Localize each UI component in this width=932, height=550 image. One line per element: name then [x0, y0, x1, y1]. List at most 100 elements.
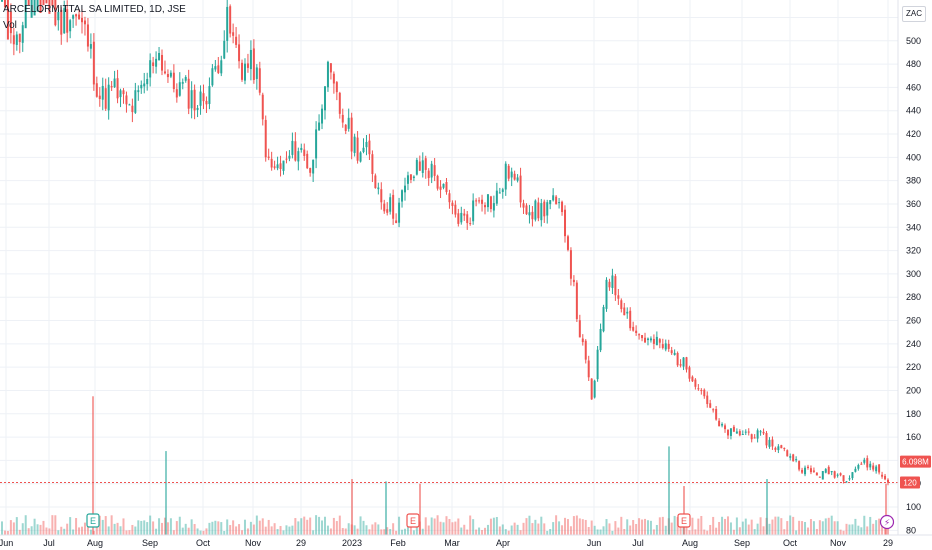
y-tick-label: 240: [906, 339, 921, 349]
x-tick-label: Jun: [0, 538, 13, 548]
volume-bar: [329, 528, 332, 535]
candle-body: [421, 160, 424, 173]
volume-bar: [694, 529, 697, 535]
candle-body: [78, 14, 81, 20]
candle-body: [193, 89, 196, 111]
volume-bar: [534, 519, 537, 535]
candle-body: [673, 352, 676, 355]
volume-bar: [433, 518, 436, 535]
volume-bar: [344, 528, 347, 535]
volume-bar: [75, 518, 78, 535]
volume-bar: [783, 529, 786, 535]
symbol-title[interactable]: ARCELORMITTAL SA LIMITED, 1D, JSE: [3, 4, 186, 15]
candle-body: [208, 86, 211, 104]
volume-bar: [12, 522, 15, 535]
volume-bar: [741, 521, 744, 535]
volume-bar: [842, 530, 845, 535]
candle-body: [564, 209, 567, 237]
candle-body: [175, 89, 178, 98]
volume-bar: [83, 522, 86, 535]
candle-body: [759, 431, 762, 433]
volume-bar: [306, 519, 309, 535]
volume-bar: [537, 523, 540, 535]
volume-bar: [875, 520, 878, 535]
candle-body: [134, 90, 137, 113]
candle-body: [836, 474, 839, 476]
volume-label[interactable]: Vol: [3, 20, 17, 31]
candle-body: [143, 83, 146, 87]
volume-bar: [326, 525, 329, 535]
event-markers: E E E ⚡: [86, 513, 895, 530]
candle-body: [729, 428, 732, 436]
candle-body: [181, 82, 184, 84]
volume-bar: [457, 518, 460, 535]
candle-body: [881, 474, 884, 477]
candle-body: [309, 167, 312, 173]
y-tick-label: 300: [906, 269, 921, 279]
time-axis[interactable]: Jun Jul Aug Sep Oct Nov 29 2023 Feb Mar Apr Jun Jul A…: [0, 538, 893, 548]
volume-bar: [1, 521, 3, 535]
candle-body: [291, 140, 294, 155]
earnings-marker-box: [677, 513, 691, 528]
candle-body: [146, 78, 149, 85]
volume-bar: [448, 518, 451, 535]
volume-bar: [878, 518, 881, 535]
candle-body: [412, 176, 415, 178]
price-axis[interactable]: 8010012014016018020022024026028030032034…: [906, 12, 921, 535]
candle-body: [187, 78, 190, 109]
volume-bar: [516, 524, 519, 535]
y-tick-label: 320: [906, 246, 921, 256]
candle-body: [611, 275, 614, 288]
volume-bar: [3, 530, 6, 535]
volume-bar: [664, 525, 667, 535]
volume-bar: [575, 515, 578, 535]
currency-button[interactable]: ZAC: [902, 6, 926, 22]
x-tick-label: Feb: [390, 538, 406, 548]
candle-body: [641, 335, 644, 339]
volume-bar: [338, 515, 341, 535]
volume-bar: [427, 525, 430, 535]
candle-body: [107, 84, 110, 111]
candle-body: [887, 479, 889, 483]
candle-body: [344, 124, 347, 131]
dividend-marker-label: ⚡: [884, 519, 890, 529]
volume-bar: [649, 520, 652, 535]
candle-body: [101, 85, 104, 100]
volume-bar: [125, 530, 128, 535]
candle-body: [69, 20, 72, 32]
candle-body: [691, 376, 694, 382]
candle-body: [584, 340, 587, 360]
volume-bar: [146, 522, 149, 535]
candle-body: [362, 147, 365, 152]
last-price-badge-label: 120: [903, 479, 917, 488]
volume-bar: [762, 526, 765, 535]
candle-body: [741, 434, 744, 436]
volume-bar: [122, 518, 125, 535]
candle-body: [149, 60, 152, 78]
earnings-marker-label: E: [681, 516, 687, 526]
candle-body: [492, 203, 495, 211]
volume-bar: [134, 526, 137, 535]
volume-bar: [655, 524, 658, 535]
volume-bar: [632, 520, 635, 535]
volume-bar: [617, 527, 620, 535]
volume-bar: [24, 515, 27, 535]
candle-body: [679, 364, 682, 366]
candle-body: [161, 54, 164, 71]
volume-bar: [72, 529, 75, 535]
volume-bar: [806, 527, 809, 535]
volume-bar: [116, 522, 119, 535]
x-tick-label: Apr: [496, 538, 510, 548]
candle-body: [501, 189, 504, 192]
candle-body: [765, 433, 768, 446]
candle-body: [249, 49, 252, 70]
candle-body: [744, 431, 747, 433]
candle-body: [726, 430, 729, 436]
candle-body: [614, 276, 617, 296]
candle-body: [718, 420, 721, 427]
volume-bar: [178, 516, 181, 535]
volume-bar: [318, 516, 321, 535]
volume-bar: [166, 522, 169, 535]
candle-body: [804, 467, 807, 475]
